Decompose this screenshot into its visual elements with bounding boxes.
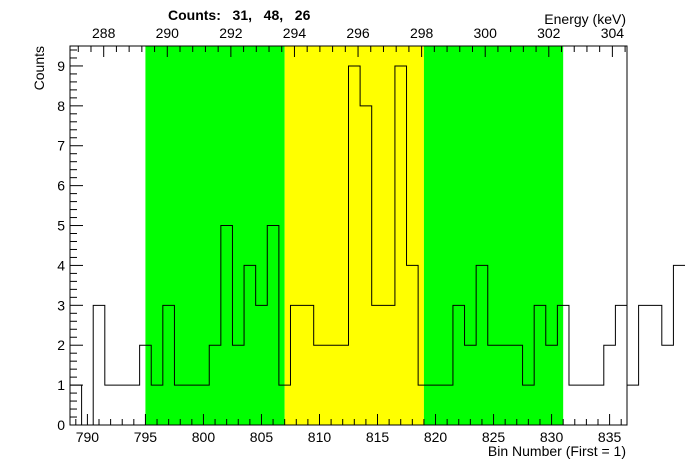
region-peak: [284, 46, 424, 425]
x-tick-label: 830: [540, 429, 564, 445]
histogram-line: [70, 65, 686, 426]
x2-tick-label: 292: [219, 25, 243, 41]
x2-tick-label: 298: [410, 25, 434, 41]
y-tick-label: 2: [57, 337, 65, 353]
region-left-background: [145, 46, 285, 425]
x-axis-title: Bin Number (First = 1): [488, 443, 626, 459]
x2-tick-label: 302: [537, 25, 561, 41]
region-shading: [145, 46, 564, 425]
x2-tick-label: 296: [346, 25, 370, 41]
x-tick-label: 805: [250, 429, 274, 445]
x-tick-label: 825: [482, 429, 506, 445]
x2-tick-label: 290: [156, 25, 180, 41]
x-tick-label: 810: [308, 429, 332, 445]
x2-axis-title: Energy (keV): [544, 11, 626, 27]
x2-tick-label: 294: [283, 25, 307, 41]
y-tick-label: 6: [57, 178, 65, 194]
x-tick-label: 800: [192, 429, 216, 445]
y-tick-label: 3: [57, 297, 65, 313]
x-tick-label: 795: [134, 429, 158, 445]
y-tick-label: 1: [57, 377, 65, 393]
x2-tick-label: 288: [92, 25, 116, 41]
axis-ticks: [70, 46, 626, 426]
y-tick-label: 4: [57, 257, 65, 273]
y-tick-label: 9: [57, 58, 65, 74]
plot-frame: [69, 45, 628, 426]
y-axis-title: Counts: [31, 46, 47, 90]
x-tick-label: 815: [366, 429, 390, 445]
y-tick-label: 0: [57, 417, 65, 433]
histogram-series: [70, 65, 686, 426]
region-right-background: [423, 46, 564, 425]
tick-labels: 790 795 800 805 810 815 820 825 830 835 0 1 2 3 4 5 6 7 8 9…: [57, 25, 624, 445]
x2-tick-label: 300: [474, 25, 498, 41]
y-tick-label: 7: [57, 138, 65, 154]
x-tick-label: 790: [76, 429, 100, 445]
chart-title: Counts: 31, 48, 26: [168, 7, 311, 23]
x2-tick-label: 304: [601, 25, 625, 41]
x-tick-label: 820: [424, 429, 448, 445]
y-tick-label: 5: [57, 218, 65, 234]
x-tick-label: 835: [598, 429, 622, 445]
y-tick-label: 8: [57, 98, 65, 114]
